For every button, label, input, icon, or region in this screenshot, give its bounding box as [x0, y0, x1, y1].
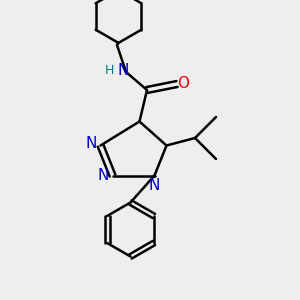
Text: O: O: [178, 76, 190, 92]
Text: H: H: [105, 64, 115, 77]
Text: N: N: [97, 168, 109, 183]
Text: N: N: [117, 63, 129, 78]
Text: N: N: [149, 178, 160, 194]
Text: N: N: [85, 136, 97, 152]
